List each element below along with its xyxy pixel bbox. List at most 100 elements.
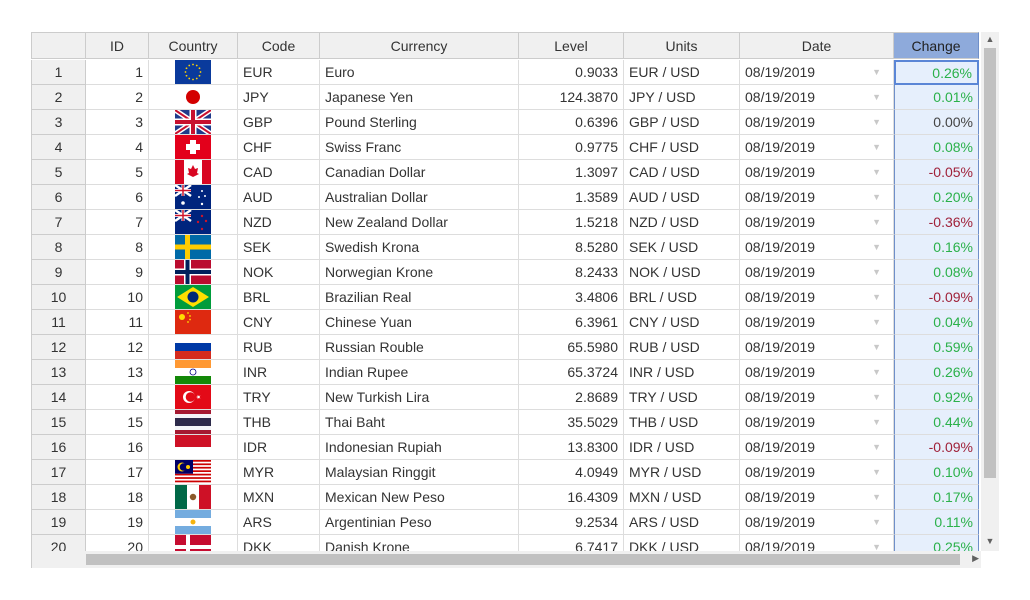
row-header[interactable]: 5: [31, 160, 86, 185]
cell-units[interactable]: IDR / USD: [624, 435, 740, 460]
cell-units[interactable]: ARS / USD: [624, 510, 740, 535]
cell-level[interactable]: 16.4309: [519, 485, 624, 510]
cell-currency[interactable]: Argentinian Peso: [320, 510, 519, 535]
cell-level[interactable]: 65.3724: [519, 360, 624, 385]
row-header[interactable]: 8: [31, 235, 86, 260]
cell-currency[interactable]: Mexican New Peso: [320, 485, 519, 510]
currency-grid[interactable]: ID Country Code Currency Level Units Dat…: [31, 32, 999, 568]
cell-change[interactable]: -0.36%: [894, 210, 979, 235]
cell-units[interactable]: JPY / USD: [624, 85, 740, 110]
cell-currency[interactable]: Pound Sterling: [320, 110, 519, 135]
row-header[interactable]: 7: [31, 210, 86, 235]
cell-country[interactable]: [149, 210, 238, 235]
cell-level[interactable]: 124.3870: [519, 85, 624, 110]
column-header-units[interactable]: Units: [624, 32, 740, 59]
cell-level[interactable]: 0.9033: [519, 60, 624, 85]
row-header[interactable]: 14: [31, 385, 86, 410]
cell-code[interactable]: IDR: [238, 435, 320, 460]
cell-change[interactable]: 0.01%: [894, 85, 979, 110]
row-header[interactable]: 16: [31, 435, 86, 460]
cell-currency[interactable]: Swiss Franc: [320, 135, 519, 160]
cell-change[interactable]: 0.92%: [894, 385, 979, 410]
cell-change[interactable]: 0.04%: [894, 310, 979, 335]
chevron-down-icon[interactable]: ▼: [872, 117, 881, 127]
cell-change[interactable]: 0.16%: [894, 235, 979, 260]
cell-units[interactable]: TRY / USD: [624, 385, 740, 410]
cell-country[interactable]: [149, 360, 238, 385]
cell-date[interactable]: 08/19/2019 ▼: [740, 435, 894, 460]
cell-currency[interactable]: New Zealand Dollar: [320, 210, 519, 235]
cell-id[interactable]: 18: [86, 485, 149, 510]
cell-currency[interactable]: Indonesian Rupiah: [320, 435, 519, 460]
cell-id[interactable]: 5: [86, 160, 149, 185]
horizontal-scroll-thumb[interactable]: [86, 554, 960, 565]
cell-change[interactable]: 0.11%: [894, 510, 979, 535]
cell-currency[interactable]: Thai Baht: [320, 410, 519, 435]
table-row[interactable]: 12 12 RUB Russian Rouble 65.5980 RUB / USD 08/…: [31, 335, 979, 360]
cell-change[interactable]: -0.09%: [894, 285, 979, 310]
cell-code[interactable]: CHF: [238, 135, 320, 160]
cell-code[interactable]: MYR: [238, 460, 320, 485]
cell-change[interactable]: 0.17%: [894, 485, 979, 510]
cell-country[interactable]: [149, 435, 238, 460]
cell-units[interactable]: MYR / USD: [624, 460, 740, 485]
cell-code[interactable]: AUD: [238, 185, 320, 210]
cell-change[interactable]: 0.26%: [894, 60, 979, 85]
column-header-id[interactable]: ID: [86, 32, 149, 59]
cell-level[interactable]: 1.3097: [519, 160, 624, 185]
cell-country[interactable]: [149, 460, 238, 485]
cell-units[interactable]: EUR / USD: [624, 60, 740, 85]
cell-level[interactable]: 8.2433: [519, 260, 624, 285]
chevron-down-icon[interactable]: ▼: [872, 192, 881, 202]
cell-country[interactable]: [149, 535, 238, 551]
cell-currency[interactable]: Malaysian Ringgit: [320, 460, 519, 485]
cell-change[interactable]: 0.08%: [894, 260, 979, 285]
cell-change[interactable]: 0.20%: [894, 185, 979, 210]
cell-level[interactable]: 0.6396: [519, 110, 624, 135]
row-header[interactable]: 12: [31, 335, 86, 360]
cell-country[interactable]: [149, 335, 238, 360]
table-row[interactable]: 19 19 ARS Argentinian Peso 9.2534 ARS / USD 08…: [31, 510, 979, 535]
cell-units[interactable]: MXN / USD: [624, 485, 740, 510]
table-row[interactable]: 1 1 EUR Euro 0.9033 EUR / USD 08/19/2019 ▼ 0.26%: [31, 60, 979, 85]
cell-id[interactable]: 15: [86, 410, 149, 435]
row-header[interactable]: 13: [31, 360, 86, 385]
column-header-currency[interactable]: Currency: [320, 32, 519, 59]
cell-id[interactable]: 9: [86, 260, 149, 285]
cell-id[interactable]: 1: [86, 60, 149, 85]
scroll-up-arrow-icon[interactable]: ▲: [985, 34, 995, 44]
cell-date[interactable]: 08/19/2019 ▼: [740, 510, 894, 535]
cell-code[interactable]: BRL: [238, 285, 320, 310]
cell-change[interactable]: 0.44%: [894, 410, 979, 435]
cell-units[interactable]: THB / USD: [624, 410, 740, 435]
table-row[interactable]: 6 6 AUD Australian Dollar 1.3589 AUD / USD 08/…: [31, 185, 979, 210]
cell-id[interactable]: 20: [86, 535, 149, 551]
table-row[interactable]: 16 16 IDR Indonesian Rupiah 13.8300 IDR / USD…: [31, 435, 979, 460]
cell-units[interactable]: CNY / USD: [624, 310, 740, 335]
cell-country[interactable]: [149, 285, 238, 310]
cell-country[interactable]: [149, 110, 238, 135]
row-header[interactable]: 18: [31, 485, 86, 510]
cell-id[interactable]: 6: [86, 185, 149, 210]
cell-change[interactable]: -0.05%: [894, 160, 979, 185]
cell-id[interactable]: 17: [86, 460, 149, 485]
row-header[interactable]: 9: [31, 260, 86, 285]
table-row[interactable]: 3 3 GBP Pound Sterling 0.6396 GBP / USD 08/19/…: [31, 110, 979, 135]
cell-currency[interactable]: Norwegian Krone: [320, 260, 519, 285]
cell-units[interactable]: SEK / USD: [624, 235, 740, 260]
cell-level[interactable]: 13.8300: [519, 435, 624, 460]
cell-date[interactable]: 08/19/2019 ▼: [740, 385, 894, 410]
cell-code[interactable]: GBP: [238, 110, 320, 135]
cell-date[interactable]: 08/19/2019 ▼: [740, 485, 894, 510]
cell-code[interactable]: NOK: [238, 260, 320, 285]
cell-units[interactable]: CAD / USD: [624, 160, 740, 185]
cell-code[interactable]: CNY: [238, 310, 320, 335]
cell-id[interactable]: 8: [86, 235, 149, 260]
cell-id[interactable]: 4: [86, 135, 149, 160]
row-header[interactable]: 15: [31, 410, 86, 435]
cell-country[interactable]: [149, 85, 238, 110]
chevron-down-icon[interactable]: ▼: [872, 242, 881, 252]
table-row[interactable]: 8 8 SEK Swedish Krona 8.5280 SEK / USD 08/19/2…: [31, 235, 979, 260]
row-header[interactable]: 11: [31, 310, 86, 335]
cell-currency[interactable]: Japanese Yen: [320, 85, 519, 110]
